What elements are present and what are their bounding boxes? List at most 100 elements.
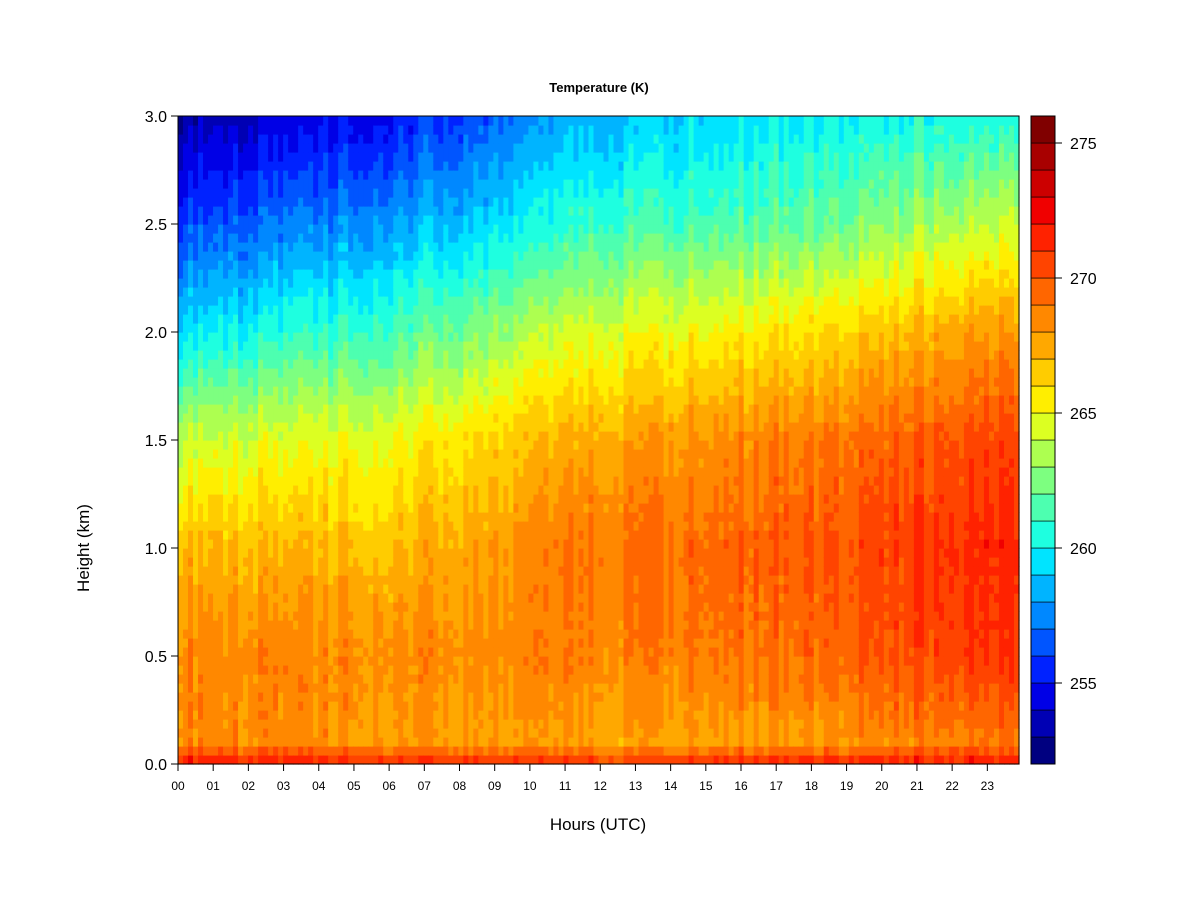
heatmap-cell	[278, 746, 284, 756]
heatmap-cell	[253, 575, 259, 585]
heatmap-cell	[438, 647, 444, 657]
heatmap-cell	[208, 440, 214, 450]
heatmap-cell	[508, 521, 514, 531]
heatmap-cell	[468, 593, 474, 603]
heatmap-cell	[228, 242, 234, 252]
heatmap-cell	[358, 440, 364, 450]
heatmap-cell	[483, 539, 489, 549]
heatmap-cell	[253, 674, 259, 684]
heatmap-cell	[438, 665, 444, 675]
heatmap-cell	[253, 431, 259, 441]
heatmap-cell	[518, 413, 525, 423]
heatmap-cell	[203, 188, 209, 198]
heatmap-cell	[488, 746, 494, 756]
heatmap-cell	[288, 728, 294, 738]
heatmap-cell	[523, 611, 530, 621]
heatmap-cell	[283, 620, 289, 630]
heatmap-cell	[208, 197, 214, 207]
heatmap-cell	[293, 611, 299, 621]
heatmap-cell	[213, 530, 219, 540]
heatmap-cell	[258, 467, 264, 477]
heatmap-cell	[388, 188, 394, 198]
heatmap-cell	[203, 755, 209, 765]
heatmap-cell	[283, 386, 289, 396]
heatmap-cell	[183, 332, 189, 342]
heatmap-cell	[263, 503, 269, 513]
heatmap-cell	[413, 134, 419, 144]
heatmap-cell	[318, 629, 324, 639]
heatmap-cell	[338, 188, 344, 198]
heatmap-cell	[403, 341, 409, 351]
heatmap-cell	[448, 476, 454, 486]
heatmap-cell	[348, 431, 354, 441]
heatmap-cell	[418, 458, 424, 468]
heatmap-cell	[378, 719, 384, 729]
heatmap-cell	[288, 647, 294, 657]
heatmap-cell	[283, 359, 289, 369]
heatmap-cell	[388, 656, 394, 666]
heatmap-cell	[348, 539, 354, 549]
heatmap-cell	[403, 404, 409, 414]
heatmap-cell	[283, 476, 289, 486]
heatmap-cell	[483, 260, 489, 270]
heatmap-cell	[408, 404, 414, 414]
heatmap-cell	[438, 341, 444, 351]
heatmap-cell	[178, 179, 184, 189]
heatmap-cell	[383, 620, 389, 630]
heatmap-cell	[288, 683, 294, 693]
heatmap-cell	[503, 224, 509, 234]
heatmap-cell	[453, 170, 459, 180]
heatmap-cell	[458, 656, 464, 666]
heatmap-cell	[333, 584, 339, 594]
heatmap-cell	[253, 395, 259, 405]
heatmap-cell	[478, 656, 484, 666]
heatmap-cell	[238, 296, 244, 306]
heatmap-cell	[423, 251, 429, 261]
heatmap-cell	[228, 116, 234, 126]
heatmap-cell	[493, 395, 499, 405]
heatmap-cell	[428, 746, 434, 756]
heatmap-cell	[203, 719, 209, 729]
heatmap-cell	[243, 413, 249, 423]
heatmap-cell	[478, 314, 484, 324]
heatmap-cell	[513, 494, 520, 504]
heatmap-cell	[403, 494, 409, 504]
heatmap-cell	[303, 269, 309, 279]
heatmap-cell	[453, 755, 459, 765]
heatmap-cell	[433, 566, 439, 576]
heatmap-cell	[243, 422, 249, 432]
heatmap-cell	[313, 494, 319, 504]
heatmap-cell	[238, 269, 244, 279]
heatmap-cell	[213, 458, 219, 468]
heatmap-cell	[273, 620, 279, 630]
heatmap-cell	[278, 188, 284, 198]
heatmap-cell	[383, 629, 389, 639]
heatmap-cell	[373, 458, 379, 468]
heatmap-cell	[403, 413, 409, 423]
heatmap-cell	[298, 269, 304, 279]
heatmap-cell	[233, 431, 239, 441]
heatmap-cell	[188, 620, 194, 630]
heatmap-cell	[478, 566, 484, 576]
heatmap-cell	[338, 611, 344, 621]
heatmap-cell	[468, 521, 474, 531]
heatmap-cell	[238, 557, 244, 567]
heatmap-cell	[283, 584, 289, 594]
heatmap-cell	[418, 287, 424, 297]
heatmap-cell	[463, 278, 469, 288]
heatmap-cell	[203, 467, 209, 477]
heatmap-cell	[278, 458, 284, 468]
heatmap-cell	[363, 629, 369, 639]
heatmap-cell	[218, 566, 224, 576]
heatmap-cell	[368, 386, 374, 396]
heatmap-cell	[213, 665, 219, 675]
heatmap-cell	[298, 170, 304, 180]
heatmap-cell	[498, 134, 504, 144]
heatmap-cell	[388, 152, 394, 162]
heatmap-cell	[518, 305, 525, 315]
heatmap-cell	[358, 746, 364, 756]
heatmap-cell	[293, 449, 299, 459]
heatmap-cell	[523, 629, 530, 639]
heatmap-cell	[373, 143, 379, 153]
heatmap-cell	[323, 485, 329, 495]
